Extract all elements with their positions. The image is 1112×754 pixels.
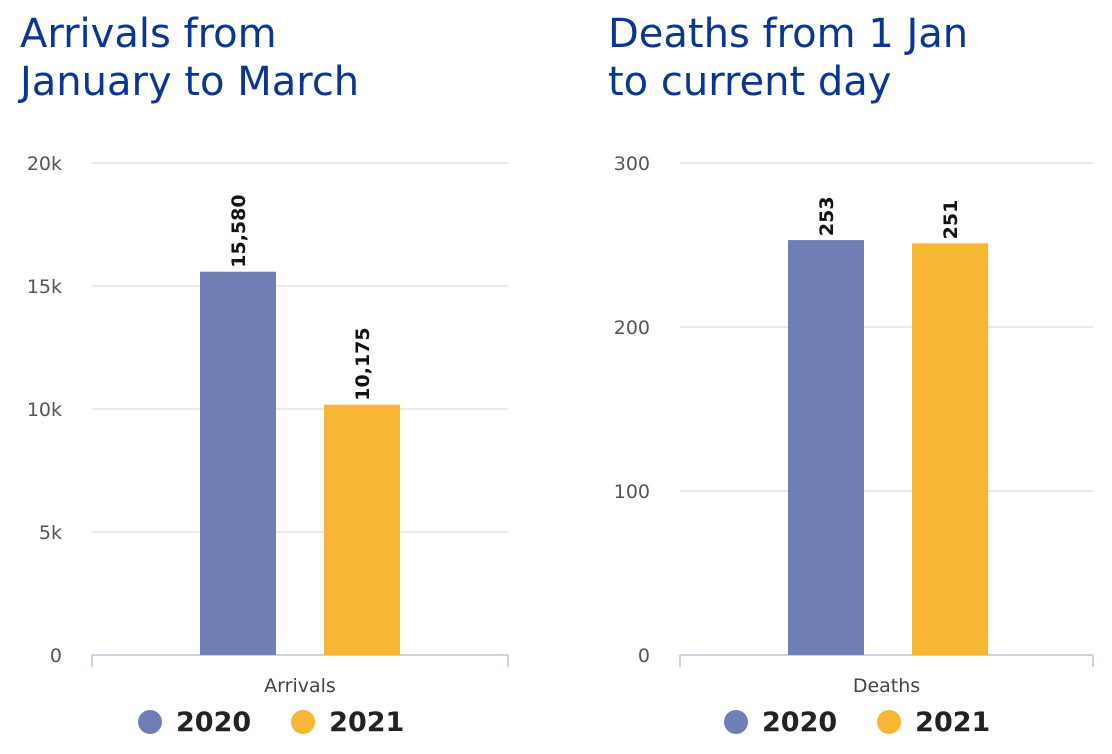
arrivals-y-tick-label: 5k bbox=[39, 522, 62, 544]
arrivals-chart-title: Arrivals from January to March bbox=[20, 10, 359, 106]
deaths-title-line-2: to current day bbox=[608, 59, 892, 105]
deaths-y-tick-label: 200 bbox=[614, 317, 650, 339]
arrivals-data-label-2020: 15,580 bbox=[228, 194, 250, 267]
deaths-y-tick-label: 0 bbox=[638, 645, 650, 667]
arrivals-y-tick-label: 10k bbox=[27, 399, 62, 421]
legend-marker-2020 bbox=[724, 710, 748, 734]
arrivals-legend: 2020 2021 bbox=[138, 704, 444, 740]
arrivals-legend-item-2021[interactable]: 2021 bbox=[291, 707, 404, 738]
deaths-category-label: Deaths bbox=[853, 675, 920, 697]
legend-label-2020: 2020 bbox=[176, 706, 252, 738]
arrivals-bar-2021 bbox=[324, 404, 400, 655]
legend-marker-2021 bbox=[291, 710, 316, 734]
deaths-plot-area: 0 100 200 300 Deaths 253 251 bbox=[614, 153, 1094, 697]
legend-marker-2021 bbox=[877, 710, 902, 734]
legend-label-2020: 2020 bbox=[762, 706, 838, 738]
deaths-title-line-1: Deaths from 1 Jan bbox=[608, 11, 969, 57]
deaths-y-tick-label: 100 bbox=[614, 481, 650, 503]
arrivals-legend-item-2020[interactable]: 2020 bbox=[138, 707, 251, 738]
arrivals-chart-panel: Arrivals from January to March 0 5k 10k 15k… bbox=[20, 10, 509, 740]
deaths-y-tick-label: 300 bbox=[614, 153, 650, 175]
arrivals-title-line-1: Arrivals from bbox=[20, 11, 277, 57]
deaths-bar-2021 bbox=[912, 243, 988, 656]
deaths-bar-2020 bbox=[788, 240, 864, 655]
arrivals-title-line-2: January to March bbox=[20, 59, 360, 105]
arrivals-data-label-2021: 10,175 bbox=[352, 327, 374, 400]
legend-label-2021: 2021 bbox=[915, 706, 991, 738]
arrivals-y-tick-label: 15k bbox=[27, 276, 62, 298]
deaths-data-label-2021: 251 bbox=[940, 200, 962, 240]
arrivals-bar-2020 bbox=[200, 271, 276, 655]
legend-label-2021: 2021 bbox=[329, 706, 405, 738]
deaths-legend-item-2020[interactable]: 2020 bbox=[724, 707, 837, 738]
legend-marker-2020 bbox=[138, 710, 162, 734]
deaths-legend-item-2021[interactable]: 2021 bbox=[877, 707, 990, 738]
deaths-chart-panel: Deaths from 1 Jan to current day 0 100 200… bbox=[556, 0, 1112, 754]
deaths-chart-title: Deaths from 1 Jan to current day bbox=[608, 10, 968, 106]
arrivals-y-tick-label: 20k bbox=[27, 153, 62, 175]
arrivals-plot-area: 0 5k 10k 15k 20k Arrivals 15,580 10,175 bbox=[27, 153, 509, 697]
deaths-legend: 2020 2021 bbox=[724, 704, 1030, 740]
arrivals-y-tick-label: 0 bbox=[50, 645, 62, 667]
arrivals-category-label: Arrivals bbox=[264, 675, 336, 697]
deaths-data-label-2020: 253 bbox=[816, 196, 838, 236]
